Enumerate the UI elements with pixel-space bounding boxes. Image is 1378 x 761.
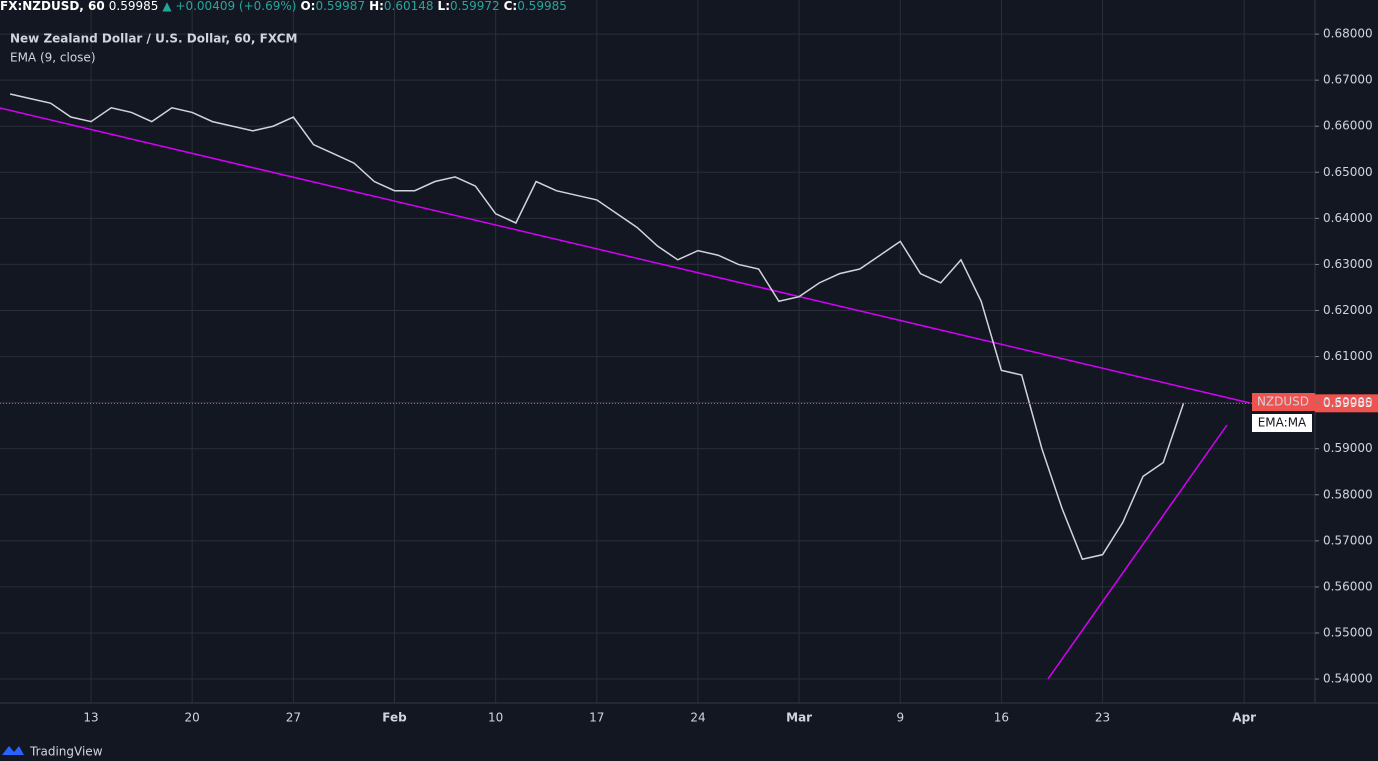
x-tick-label: 9 bbox=[896, 711, 904, 725]
y-tick-label: 0.68000 bbox=[1323, 27, 1373, 41]
y-tick-label: 0.60000 bbox=[1323, 395, 1373, 409]
ohlc-value: 0.59972 bbox=[450, 0, 500, 13]
ohlc-label: L: bbox=[438, 0, 450, 13]
plot bbox=[0, 93, 1315, 561]
tag-box bbox=[1252, 414, 1312, 432]
footer-brand: TradingView bbox=[29, 745, 103, 759]
y-tick-label: 0.55000 bbox=[1323, 625, 1373, 639]
legend-indicator: EMA (9, close) bbox=[10, 51, 96, 65]
price-tags: NZDUSD EMA:MA 0.59985 bbox=[1252, 393, 1378, 432]
ohlc-label: H: bbox=[369, 0, 384, 13]
y-tick-label: 0.57000 bbox=[1323, 533, 1373, 547]
y-tick-label: 0.61000 bbox=[1323, 349, 1373, 363]
trend-line bbox=[1047, 424, 1228, 680]
ohlc-label: C: bbox=[504, 0, 518, 13]
last-price-box bbox=[1315, 394, 1378, 413]
trend-line bbox=[0, 107, 1251, 404]
x-tick-label: 16 bbox=[994, 711, 1009, 725]
y-tick-label: 0.62000 bbox=[1323, 303, 1373, 317]
x-tick-label: Feb bbox=[382, 711, 407, 725]
y-tick-label: 0.66000 bbox=[1323, 119, 1373, 133]
y-tick-label: 0.67000 bbox=[1323, 73, 1373, 87]
x-tick-label: 17 bbox=[589, 711, 604, 725]
tag-symbol: NZDUSD bbox=[1257, 395, 1309, 409]
x-tick-label: 24 bbox=[690, 711, 705, 725]
y-tick-label: 0.63000 bbox=[1323, 257, 1373, 271]
price: 0.59985 bbox=[109, 0, 159, 13]
y-tick-label: 0.64000 bbox=[1323, 211, 1373, 225]
x-tick-label: Mar bbox=[786, 711, 812, 725]
x-tick-label: 20 bbox=[185, 711, 200, 725]
y-tick-label: 0.54000 bbox=[1323, 672, 1373, 686]
last-price-label: 0.59985 bbox=[1323, 396, 1373, 410]
ohlc-label: O: bbox=[300, 0, 315, 13]
x-tick-label: 27 bbox=[286, 711, 301, 725]
logo bbox=[2, 746, 24, 755]
x-tick-label: 23 bbox=[1095, 711, 1110, 725]
header: FX:NZDUSD, 60 0.59985 ▲ +0.00409 (+0.69%) O… bbox=[0, 0, 567, 13]
x-tick-label: 10 bbox=[488, 711, 503, 725]
legend-instrument: New Zealand Dollar / U.S. Dollar, 60, FX… bbox=[10, 32, 297, 46]
change: ▲ +0.00409 (+0.69%) bbox=[162, 0, 296, 13]
y-tick-label: 0.58000 bbox=[1323, 487, 1373, 501]
price-line bbox=[9, 93, 1185, 561]
symbol: FX:NZDUSD, 60 bbox=[0, 0, 105, 13]
ohlc-value: 0.60148 bbox=[384, 0, 434, 13]
x-tick-label: 13 bbox=[83, 711, 98, 725]
ohlc-value: 0.59985 bbox=[517, 0, 567, 13]
y-tick-label: 0.65000 bbox=[1323, 165, 1373, 179]
ohlc-value: 0.59987 bbox=[315, 0, 365, 13]
tag-box bbox=[1252, 393, 1315, 411]
grid bbox=[0, 0, 1315, 703]
y-tick-label: 0.56000 bbox=[1323, 579, 1373, 593]
tag-indicator: EMA:MA bbox=[1258, 416, 1307, 430]
x-tick-label: Apr bbox=[1232, 711, 1256, 725]
y-tick-label: 0.59000 bbox=[1323, 441, 1373, 455]
